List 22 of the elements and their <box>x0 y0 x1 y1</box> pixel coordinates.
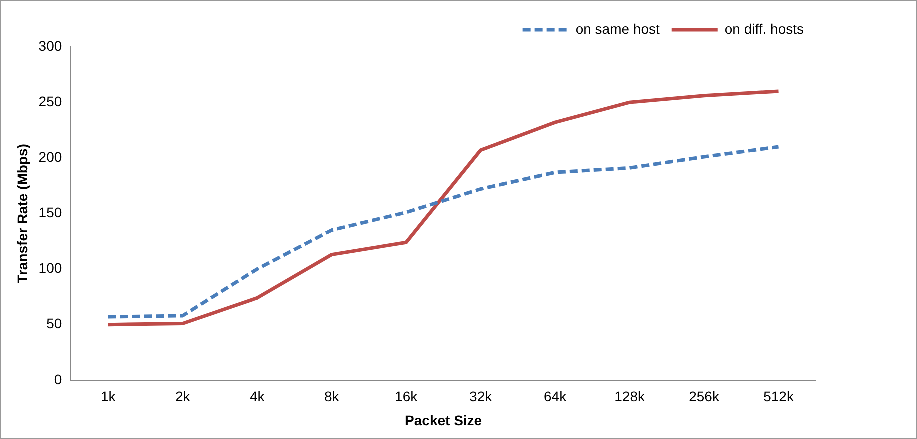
x-tick-label: 512k <box>764 388 795 405</box>
y-tick-label: 0 <box>54 371 62 388</box>
y-tick-label: 100 <box>38 260 62 276</box>
line-series <box>106 145 781 319</box>
x-tick-label: 1k <box>101 388 117 405</box>
y-tick-label: 200 <box>38 148 62 165</box>
y-axis-title: Transfer Rate (Mbps) <box>14 144 30 284</box>
legend-label: on diff. hosts <box>724 20 804 37</box>
x-tick-label: 2k <box>175 388 192 405</box>
x-tick-label: 128k <box>614 388 646 405</box>
x-tick-label: 64k <box>544 388 568 405</box>
x-tick-label: 4k <box>250 388 266 405</box>
y-tick-label: 150 <box>38 204 62 221</box>
x-tick-label: 32k <box>470 388 494 405</box>
y-tick-label: 50 <box>46 316 62 332</box>
y-tick-label: 300 <box>38 38 62 54</box>
y-tick-label: 250 <box>38 93 62 110</box>
legend-label: on same host <box>576 20 660 37</box>
x-tick-label: 8k <box>324 388 340 405</box>
x-tick-label: 256k <box>689 388 720 405</box>
x-tick-label: 16k <box>395 388 419 405</box>
x-axis-title: Packet Size <box>405 412 482 428</box>
